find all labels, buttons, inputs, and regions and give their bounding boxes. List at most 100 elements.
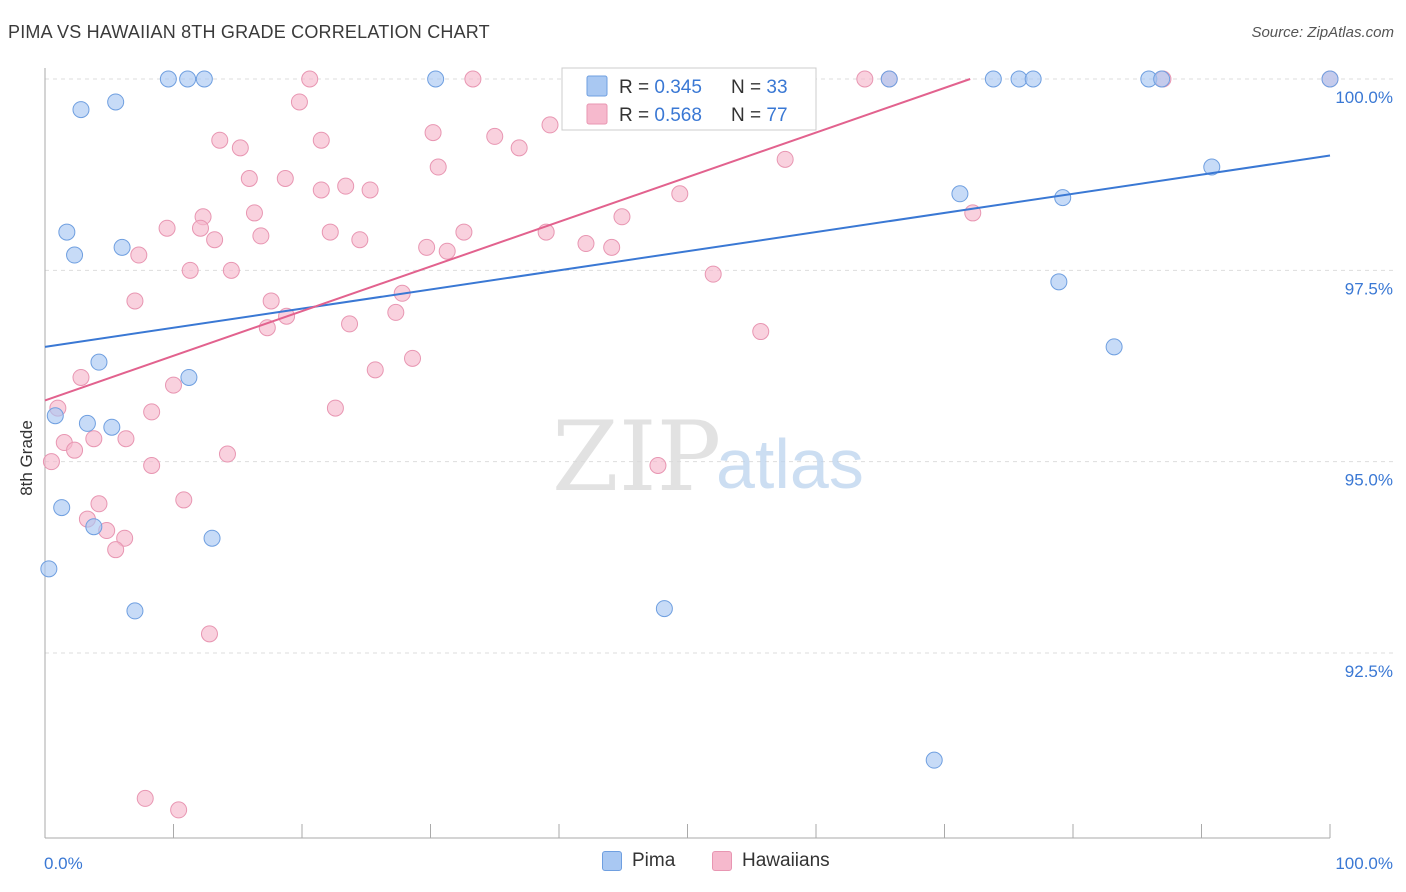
hawaiians-point — [418, 238, 436, 256]
hawaiians-point — [613, 208, 631, 226]
pima-point — [1203, 158, 1221, 176]
hawaiians-point — [116, 529, 134, 547]
legend-stats-hawaiians: R = 0.568 N = 77 — [619, 105, 788, 126]
pima-point — [203, 529, 221, 547]
legend-item-pima[interactable]: Pima — [602, 850, 675, 872]
pima-point — [951, 185, 969, 203]
pima-point — [925, 751, 943, 769]
hawaiians-point — [181, 261, 199, 279]
hawaiians-point — [438, 242, 456, 260]
hawaiians-point — [85, 430, 103, 448]
legend-swatch-pima — [586, 75, 608, 97]
hawaiians-point — [218, 445, 236, 463]
hawaiians-point — [252, 227, 270, 245]
y-tick-label: 97.5% — [1345, 279, 1393, 298]
pima-point — [85, 518, 103, 536]
pima-point — [880, 70, 898, 88]
chart-title: PIMA VS HAWAIIAN 8TH GRADE CORRELATION C… — [8, 22, 490, 42]
pima-swatch — [602, 851, 622, 871]
pima-point — [1105, 338, 1123, 356]
hawaiians-point — [301, 70, 319, 88]
hawaiians-point — [165, 376, 182, 394]
pima-point — [40, 560, 58, 578]
hawaiians-point — [337, 177, 355, 195]
pima-point — [427, 70, 445, 88]
trend-lines — [44, 78, 1331, 402]
pima-point — [1321, 70, 1339, 88]
pima-point — [72, 101, 90, 119]
hawaiians-point — [136, 789, 154, 807]
x-tick-label: 0.0% — [44, 854, 83, 873]
pima-point — [179, 70, 197, 88]
y-tick-labels: 100.0% 97.5% 95.0% 92.5% — [1335, 88, 1393, 681]
pima-trend-line — [44, 154, 1331, 348]
pima-point — [78, 414, 96, 432]
hawaiians-point — [170, 801, 188, 819]
source-credit: Source: ZipAtlas.com — [1251, 24, 1394, 41]
hawaiians-point — [211, 131, 229, 149]
legend-stats-pima: R = 0.345 N = 33 — [619, 77, 788, 98]
pima-point — [1050, 273, 1068, 291]
hawaiians-point — [231, 139, 249, 157]
watermark-zip: ZIP — [552, 401, 721, 513]
hawaiians-point — [262, 292, 280, 310]
pima-point — [1010, 70, 1028, 88]
hawaiians-point — [276, 169, 294, 187]
hawaiians-point — [424, 124, 442, 142]
pima-point — [66, 246, 84, 264]
pima-point — [46, 407, 64, 425]
hawaiians-point — [486, 127, 504, 145]
axes — [44, 68, 1331, 839]
stats-legend: R = 0.345 N = 33 R = 0.568 N = 77 — [561, 67, 817, 131]
pima-point — [984, 70, 1002, 88]
hawaiians-point — [577, 235, 595, 253]
hawaiians-point — [42, 453, 60, 471]
series-legend: Pima Hawaiians — [0, 850, 1406, 878]
watermark-atlas: atlas — [716, 425, 864, 503]
hawaiians-point — [704, 265, 722, 283]
y-tick-label: 92.5% — [1345, 662, 1393, 681]
pima-point — [107, 93, 125, 111]
hawaiians-point — [603, 238, 621, 256]
x-tick-label: 100.0% — [1335, 854, 1393, 873]
pima-point — [58, 223, 76, 241]
hawaiians-point — [404, 349, 422, 367]
hawaiians-trend-line — [44, 78, 971, 402]
hawaiians-swatch — [712, 851, 732, 871]
hawaiians-point — [649, 456, 667, 474]
pima-point — [1024, 70, 1042, 88]
hawaiians-point — [856, 70, 874, 88]
hawaiians-point — [107, 541, 125, 559]
hawaiians-point — [326, 399, 344, 417]
hawaiians-point — [126, 292, 144, 310]
pima-point — [159, 70, 177, 88]
hawaiians-point — [510, 139, 528, 157]
hawaiians-point — [90, 495, 108, 513]
hawaiians-point — [312, 131, 330, 149]
hawaiians-point — [72, 368, 90, 386]
hawaiians-point — [143, 403, 161, 421]
hawaiians-point — [776, 150, 794, 168]
pima-point — [103, 418, 121, 436]
legend-item-hawaiians[interactable]: Hawaiians — [712, 850, 830, 872]
hawaiians-point — [341, 315, 359, 333]
hawaiians-point — [175, 491, 193, 509]
hawaiians-point — [66, 441, 84, 459]
hawaiians-point — [200, 625, 218, 643]
hawaiians-point — [240, 169, 258, 187]
hawaiians-point — [366, 361, 384, 379]
pima-point — [113, 238, 131, 256]
hawaiians-point — [117, 430, 135, 448]
y-axis-title: 8th Grade — [17, 420, 36, 496]
hawaiians-point — [671, 185, 689, 203]
hawaiians-point — [158, 219, 176, 237]
hawaiians-point — [541, 116, 559, 134]
pima-point — [195, 70, 213, 88]
hawaiians-point — [206, 231, 224, 249]
hawaiians-point — [290, 93, 308, 111]
legend-swatch-hawaiians — [586, 103, 608, 125]
y-tick-label: 100.0% — [1335, 88, 1393, 107]
hawaiians-point — [387, 303, 405, 321]
hawaiians-point — [455, 223, 473, 241]
